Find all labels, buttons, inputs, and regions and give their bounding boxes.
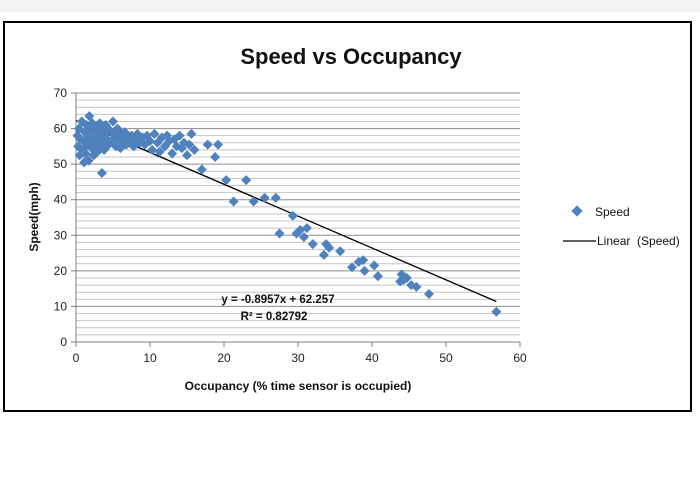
chart-title: Speed vs Occupancy xyxy=(240,44,462,69)
data-point xyxy=(359,265,370,276)
x-tick-label: 10 xyxy=(143,351,157,365)
gridlines xyxy=(76,92,520,336)
data-point xyxy=(241,175,252,186)
data-point xyxy=(301,223,312,234)
data-point xyxy=(196,164,207,175)
x-tick-label: 30 xyxy=(291,351,305,365)
data-point xyxy=(411,281,422,292)
data-point xyxy=(491,306,502,317)
trendline-equation: y = -0.8957x + 62.257 xyxy=(221,294,334,306)
data-point xyxy=(149,128,160,139)
trendline-r-squared: R² = 0.82792 xyxy=(241,311,308,323)
x-tick-label: 40 xyxy=(365,351,379,365)
y-tick-label: 60 xyxy=(54,122,68,136)
data-point xyxy=(186,128,197,139)
y-tick-label: 10 xyxy=(54,299,68,313)
data-point xyxy=(202,139,213,150)
x-tick-label: 50 xyxy=(439,351,453,365)
data-point xyxy=(221,175,232,186)
trendline xyxy=(75,119,497,303)
data-point xyxy=(347,262,358,273)
data-point xyxy=(270,192,281,203)
data-point xyxy=(307,239,318,250)
legend: Speed Linear (Speed) xyxy=(563,205,680,248)
data-point xyxy=(298,232,309,243)
data-point xyxy=(210,152,221,163)
data-point xyxy=(287,210,298,221)
data-point xyxy=(184,139,195,150)
data-point xyxy=(228,196,239,207)
x-tick-label: 60 xyxy=(513,351,527,365)
data-point xyxy=(335,246,346,257)
x-axis-label: Occupancy (% time sensor is occupied) xyxy=(185,379,412,393)
data-point xyxy=(147,144,158,155)
y-tick-label: 0 xyxy=(60,335,67,349)
x-tick-label: 20 xyxy=(217,351,231,365)
data-point xyxy=(83,155,94,166)
data-point xyxy=(96,168,107,179)
legend-label-trendline: Linear (Speed) xyxy=(597,234,680,248)
data-point xyxy=(189,144,200,155)
data-point xyxy=(274,228,285,239)
data-point xyxy=(182,150,192,161)
y-tick-label: 40 xyxy=(54,193,68,207)
data-point xyxy=(167,148,178,159)
legend-label-speed: Speed xyxy=(595,205,630,219)
data-point xyxy=(174,130,185,141)
data-point xyxy=(318,249,329,260)
y-axis-label: Speed(mph) xyxy=(27,182,41,251)
data-point xyxy=(84,111,95,122)
chart-frame xyxy=(3,21,692,412)
data-point xyxy=(145,136,155,147)
data-point xyxy=(154,146,165,157)
x-tick-label: 0 xyxy=(73,351,80,365)
data-point xyxy=(259,192,270,203)
data-point xyxy=(213,139,224,150)
y-tick-label: 70 xyxy=(54,86,68,100)
trendline-layer xyxy=(75,119,497,303)
data-point xyxy=(372,271,383,282)
data-points xyxy=(72,111,502,317)
data-point xyxy=(423,288,434,299)
data-point xyxy=(324,242,335,253)
data-point xyxy=(369,260,380,271)
legend-marker-speed xyxy=(571,205,583,217)
y-tick-label: 50 xyxy=(54,157,68,171)
data-point xyxy=(358,255,369,266)
data-point xyxy=(80,148,91,159)
y-tick-label: 20 xyxy=(54,264,68,278)
data-point xyxy=(108,116,118,127)
top-strip xyxy=(0,0,700,12)
data-point xyxy=(248,196,259,207)
y-tick-label: 30 xyxy=(54,228,68,242)
data-point xyxy=(401,272,412,283)
